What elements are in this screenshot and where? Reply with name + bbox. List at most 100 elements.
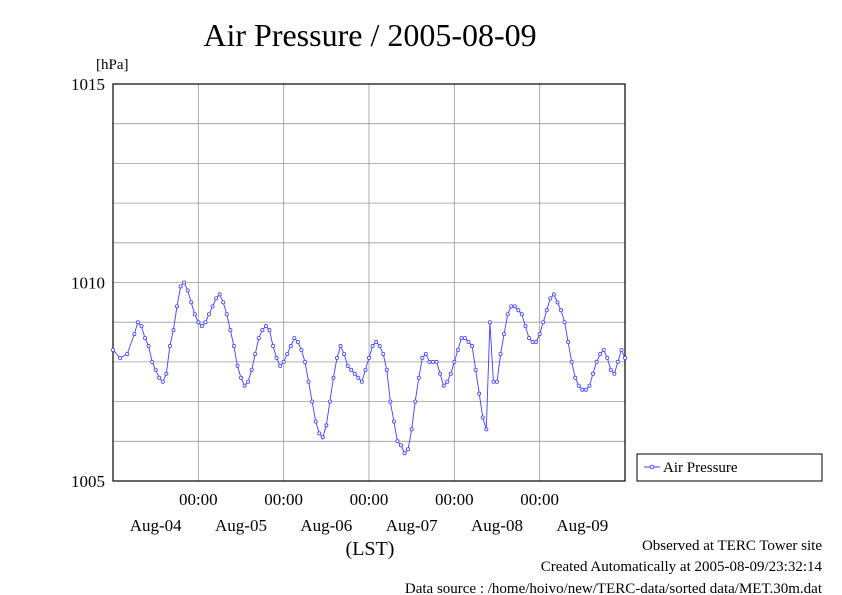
y-tick-label: 1015 xyxy=(71,75,105,94)
y-tick-label: 1005 xyxy=(71,472,105,491)
data-point xyxy=(612,371,617,376)
data-point xyxy=(608,367,613,372)
data-point xyxy=(199,324,204,329)
data-point xyxy=(370,344,375,349)
data-point xyxy=(615,359,620,364)
chart-title: Air Pressure / 2005-08-09 xyxy=(203,17,536,53)
data-point xyxy=(395,439,400,444)
data-point xyxy=(598,351,603,356)
footer-observed-site: Observed at TERC Tower site xyxy=(642,538,822,554)
y-axis-unit-label: [hPa] xyxy=(96,57,129,73)
data-point xyxy=(502,332,507,337)
data-point xyxy=(164,371,169,376)
data-point xyxy=(441,383,446,388)
data-point xyxy=(573,375,578,380)
data-point xyxy=(160,379,165,384)
data-point xyxy=(142,336,147,341)
data-point xyxy=(249,367,254,372)
data-point xyxy=(320,435,325,440)
x-axis-label: (LST) xyxy=(346,538,395,560)
data-point xyxy=(512,304,517,309)
data-point xyxy=(206,312,211,317)
legend-marker-swatch xyxy=(649,464,655,470)
data-point xyxy=(430,359,435,364)
data-point xyxy=(473,367,478,372)
data-point xyxy=(420,355,425,360)
data-point xyxy=(409,427,414,432)
data-point xyxy=(505,312,510,317)
data-point xyxy=(583,387,588,392)
data-point xyxy=(327,399,332,404)
data-point xyxy=(334,355,339,360)
data-point xyxy=(601,347,606,352)
x-tick-time-label: 00:00 xyxy=(179,490,218,509)
data-point xyxy=(171,328,176,333)
data-point xyxy=(534,340,539,345)
data-point xyxy=(374,340,379,345)
data-point xyxy=(125,351,130,356)
data-point xyxy=(231,344,236,349)
footer-created-timestamp: Created Automatically at 2005-08-09/23:3… xyxy=(541,559,823,575)
data-point xyxy=(359,379,364,384)
data-point xyxy=(516,308,521,313)
data-point xyxy=(480,415,485,420)
data-point xyxy=(377,344,382,349)
x-tick-date-label: Aug-04 xyxy=(130,516,182,535)
data-point xyxy=(498,351,503,356)
data-point xyxy=(509,304,514,309)
data-point xyxy=(217,292,222,297)
air-pressure-series-markers xyxy=(111,280,628,456)
data-point xyxy=(366,355,371,360)
data-point xyxy=(544,308,549,313)
data-point xyxy=(477,391,482,396)
data-point xyxy=(566,340,571,345)
data-point xyxy=(398,443,403,448)
data-point xyxy=(342,351,347,356)
data-point xyxy=(576,383,581,388)
data-point xyxy=(605,355,610,360)
data-point xyxy=(192,312,197,317)
data-point xyxy=(118,355,123,360)
data-point xyxy=(295,340,300,345)
data-point xyxy=(228,328,233,333)
x-axis-ticks: 00:00 00:00 00:00 00:00 00:00 Aug-04 Aug-05 Aug… xyxy=(130,490,609,535)
data-point xyxy=(345,363,350,368)
data-point xyxy=(313,419,318,424)
data-point xyxy=(459,336,464,341)
data-point xyxy=(174,304,179,309)
data-point xyxy=(548,296,553,301)
data-point xyxy=(299,347,304,352)
data-point xyxy=(455,347,460,352)
data-point xyxy=(285,351,290,356)
data-point xyxy=(569,359,574,364)
x-tick-date-label: Aug-07 xyxy=(386,516,438,535)
data-point xyxy=(135,320,140,325)
x-tick-date-label: Aug-05 xyxy=(215,516,267,535)
data-point xyxy=(256,336,261,341)
data-point xyxy=(487,320,492,325)
data-point xyxy=(260,328,265,333)
data-point xyxy=(352,371,357,376)
data-point xyxy=(470,344,475,349)
x-tick-date-label: Aug-08 xyxy=(471,516,523,535)
data-point xyxy=(388,399,393,404)
data-point xyxy=(214,296,219,301)
data-point xyxy=(270,344,275,349)
data-point xyxy=(541,320,546,325)
data-point xyxy=(466,340,471,345)
data-point xyxy=(462,336,467,341)
data-point xyxy=(527,336,532,341)
data-point xyxy=(238,375,243,380)
data-point xyxy=(139,324,144,329)
data-point xyxy=(423,351,428,356)
data-point xyxy=(416,375,421,380)
data-point xyxy=(278,363,283,368)
x-tick-time-label: 00:00 xyxy=(350,490,389,509)
data-point xyxy=(555,300,560,305)
data-point xyxy=(384,367,389,372)
data-point xyxy=(438,371,443,376)
data-point xyxy=(132,332,137,337)
x-tick-date-label: Aug-09 xyxy=(556,516,608,535)
y-tick-label: 1010 xyxy=(71,274,105,293)
data-point xyxy=(281,359,286,364)
